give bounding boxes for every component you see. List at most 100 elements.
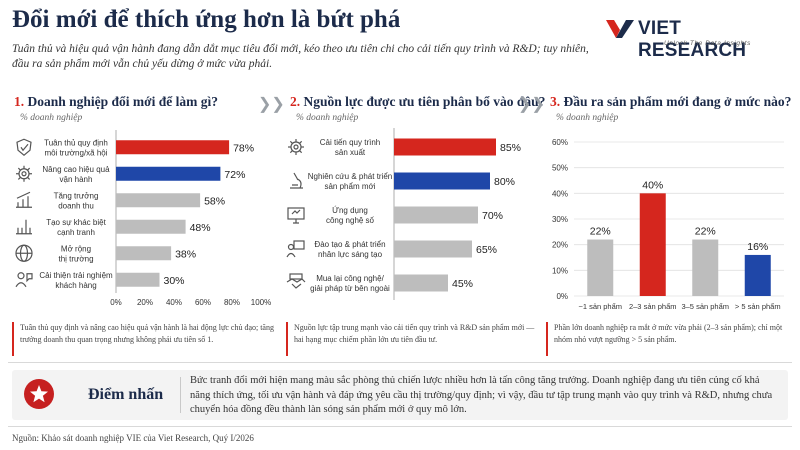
category-label: công nghệ số xyxy=(326,216,375,225)
data-label: 58% xyxy=(204,195,225,207)
bar xyxy=(692,239,719,296)
data-label: 22% xyxy=(695,226,716,238)
divider xyxy=(8,362,792,363)
bar xyxy=(394,240,472,258)
panel2-unit: % doanh nghiệp xyxy=(296,113,359,123)
data-label: 72% xyxy=(224,169,245,181)
process-gears-icon xyxy=(288,139,304,155)
panel2-note: Nguồn lực tập trung mạnh vào cải tiến qu… xyxy=(286,322,536,356)
bar xyxy=(116,140,230,155)
category-label: Nghiên cứu & phát triển xyxy=(308,172,393,181)
panel3-heading: Đầu ra sản phẩm mới đang ở mức nào? xyxy=(563,94,792,109)
logo-name: VIET RESEARCH xyxy=(638,18,747,61)
tick-label: 100% xyxy=(251,298,271,307)
panel1-heading: Doanh nghiệp đổi mới để làm gì? xyxy=(27,94,219,109)
category-label: Cải thiện trải nghiệm xyxy=(39,271,113,280)
tick-label: 20% xyxy=(552,241,568,250)
divider xyxy=(8,426,792,427)
globe-icon xyxy=(15,244,33,262)
shield-check-icon xyxy=(16,138,32,157)
category-label: môi trường/xã hội xyxy=(44,148,107,157)
data-label: 80% xyxy=(494,176,515,188)
bar xyxy=(394,274,448,292)
data-label: 30% xyxy=(164,275,185,287)
logo-tagline: Unlock The Data Insights xyxy=(664,40,752,47)
panel2-number: 2. xyxy=(290,94,301,109)
panel1-number: 1. xyxy=(14,94,25,109)
arrow-right-icon: ❯❯ xyxy=(518,96,545,113)
panel1-title: 1. Doanh nghiệp đổi mới để làm gì? xyxy=(14,94,218,110)
data-label: 38% xyxy=(175,248,196,260)
category-label: doanh thu xyxy=(58,201,94,210)
panel3-title: 3. Đầu ra sản phẩm mới đang ở mức nào? xyxy=(550,94,791,110)
digital-monitor-icon xyxy=(287,207,305,224)
bar xyxy=(116,219,186,234)
category-label: thị trường xyxy=(58,254,93,263)
data-label: 85% xyxy=(500,142,521,154)
bar xyxy=(394,206,478,224)
category-label: Tuân thủ quy định xyxy=(44,138,108,147)
panel2-heading: Nguồn lực được ưu tiên phân bổ vào đâu? xyxy=(303,94,546,109)
panel3-note: Phần lớn doanh nghiệp ra mắt ở mức vừa p… xyxy=(546,322,788,356)
category-label: Tạo sự khác biệt xyxy=(46,218,106,227)
bar xyxy=(116,193,201,208)
data-label: 16% xyxy=(747,241,768,253)
bar xyxy=(116,272,160,287)
category-label: Đào tạo & phát triển xyxy=(314,240,385,249)
category-label: Ứng dụng xyxy=(332,206,368,215)
tick-label: 60% xyxy=(552,138,568,147)
data-label: 22% xyxy=(590,226,611,238)
data-label: 40% xyxy=(642,179,663,191)
tick-label: 10% xyxy=(552,266,568,275)
tick-label: 30% xyxy=(552,215,568,224)
tick-label: 50% xyxy=(552,164,568,173)
data-label: 45% xyxy=(452,278,473,290)
differentiation-icon xyxy=(16,219,32,235)
tick-label: 80% xyxy=(224,298,240,307)
highlight-separator xyxy=(180,377,181,413)
logo-mark-icon xyxy=(606,20,634,38)
data-label: 65% xyxy=(476,244,497,256)
source-note: Nguồn: Khảo sát doanh nghiệp VIE của Vie… xyxy=(12,433,254,443)
category-label: Cải tiến quy trình xyxy=(320,138,380,147)
bar xyxy=(587,239,614,296)
tick-label: 60% xyxy=(195,298,211,307)
data-label: 48% xyxy=(190,222,211,234)
customer-icon xyxy=(15,272,33,288)
highlight-box xyxy=(12,370,788,420)
training-icon xyxy=(286,240,305,258)
highlight-label: Điểm nhấn xyxy=(88,386,164,403)
category-label: Tăng trưởng xyxy=(54,191,99,200)
category-label: Nâng cao hiệu quả xyxy=(42,165,110,174)
bar xyxy=(116,166,221,181)
panel2-title: 2. Nguồn lực được ưu tiên phân bổ vào đâ… xyxy=(290,94,545,110)
category-label: 3–5 sản phẩm xyxy=(681,302,729,311)
category-label: Mua lại công nghệ/ xyxy=(316,274,384,283)
data-label: 78% xyxy=(233,142,254,154)
panel3-number: 3. xyxy=(550,94,561,109)
tick-label: 0% xyxy=(556,292,568,301)
tick-label: 0% xyxy=(110,298,122,307)
tick-label: 20% xyxy=(137,298,153,307)
gear-icon xyxy=(16,165,32,182)
page-title: Đổi mới để thích ứng hơn là bứt phá xyxy=(12,6,401,33)
category-label: khách hàng xyxy=(55,281,96,290)
growth-chart-icon xyxy=(16,191,32,208)
arrow-right-icon: ❯❯ xyxy=(258,96,285,113)
category-label: Mở rộng xyxy=(61,244,91,253)
category-label: vận hành xyxy=(60,175,93,184)
category-label: giải pháp từ bên ngoài xyxy=(310,284,390,293)
handshake-icon xyxy=(286,273,306,289)
category-label: cạnh tranh xyxy=(57,228,95,237)
category-label: sản phẩm mới xyxy=(324,182,375,191)
microscope-icon xyxy=(290,172,303,189)
bar xyxy=(394,138,496,156)
panel1-note: Tuân thủ quy định và nâng cao hiệu quả v… xyxy=(12,322,274,356)
category-label: ~1 sản phẩm xyxy=(578,302,622,311)
category-label: sản xuất xyxy=(335,148,366,157)
bar xyxy=(744,254,771,296)
page-subtitle: Tuân thủ và hiệu quả vận hành đang dẫn d… xyxy=(12,43,589,70)
panel1-unit: % doanh nghiệp xyxy=(20,113,83,123)
chart-new-product-output: 0% 10% 20% 30% 40% 50% 60% 22% ~1 sản phẩm 40% 2–3… xyxy=(552,138,784,311)
